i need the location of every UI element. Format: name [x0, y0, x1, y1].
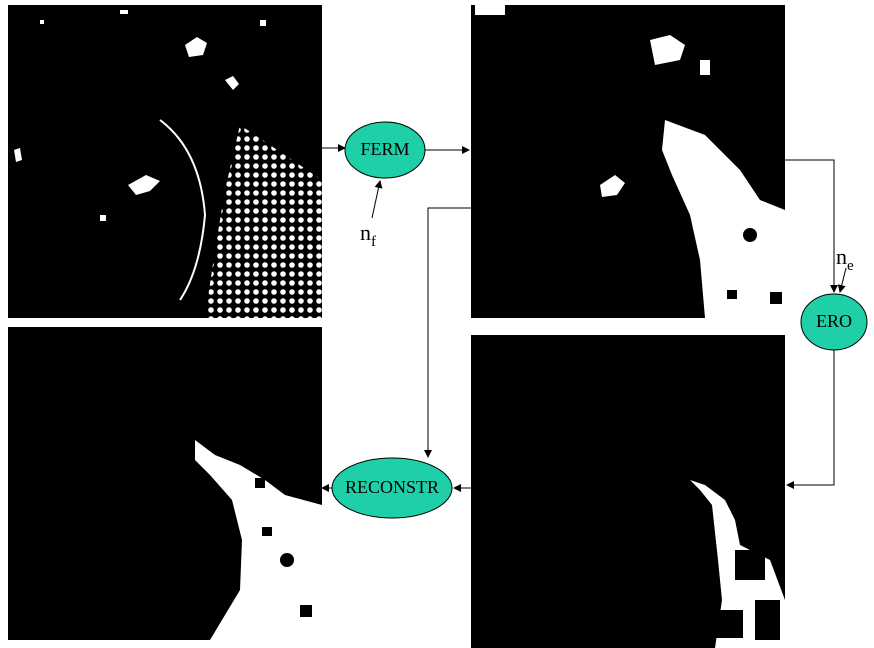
connectors — [321, 144, 847, 492]
image-reconstr — [8, 327, 322, 640]
node-reconstr: RECONSTR — [331, 457, 453, 519]
param-sub: f — [371, 234, 376, 250]
node-label: ERO — [816, 311, 852, 331]
node-ferm: FERM — [344, 121, 426, 179]
param-nf: nf — [360, 220, 376, 250]
image-original — [8, 5, 322, 318]
node-ero: ERO — [800, 293, 868, 351]
param-base: n — [360, 220, 371, 245]
node-label: RECONSTR — [345, 477, 439, 497]
param-ne: ne — [836, 244, 854, 274]
image-ferm — [471, 5, 785, 318]
image-ero — [471, 335, 785, 648]
node-label: FERM — [360, 139, 409, 159]
param-base: n — [836, 244, 847, 269]
param-sub: e — [847, 258, 854, 274]
